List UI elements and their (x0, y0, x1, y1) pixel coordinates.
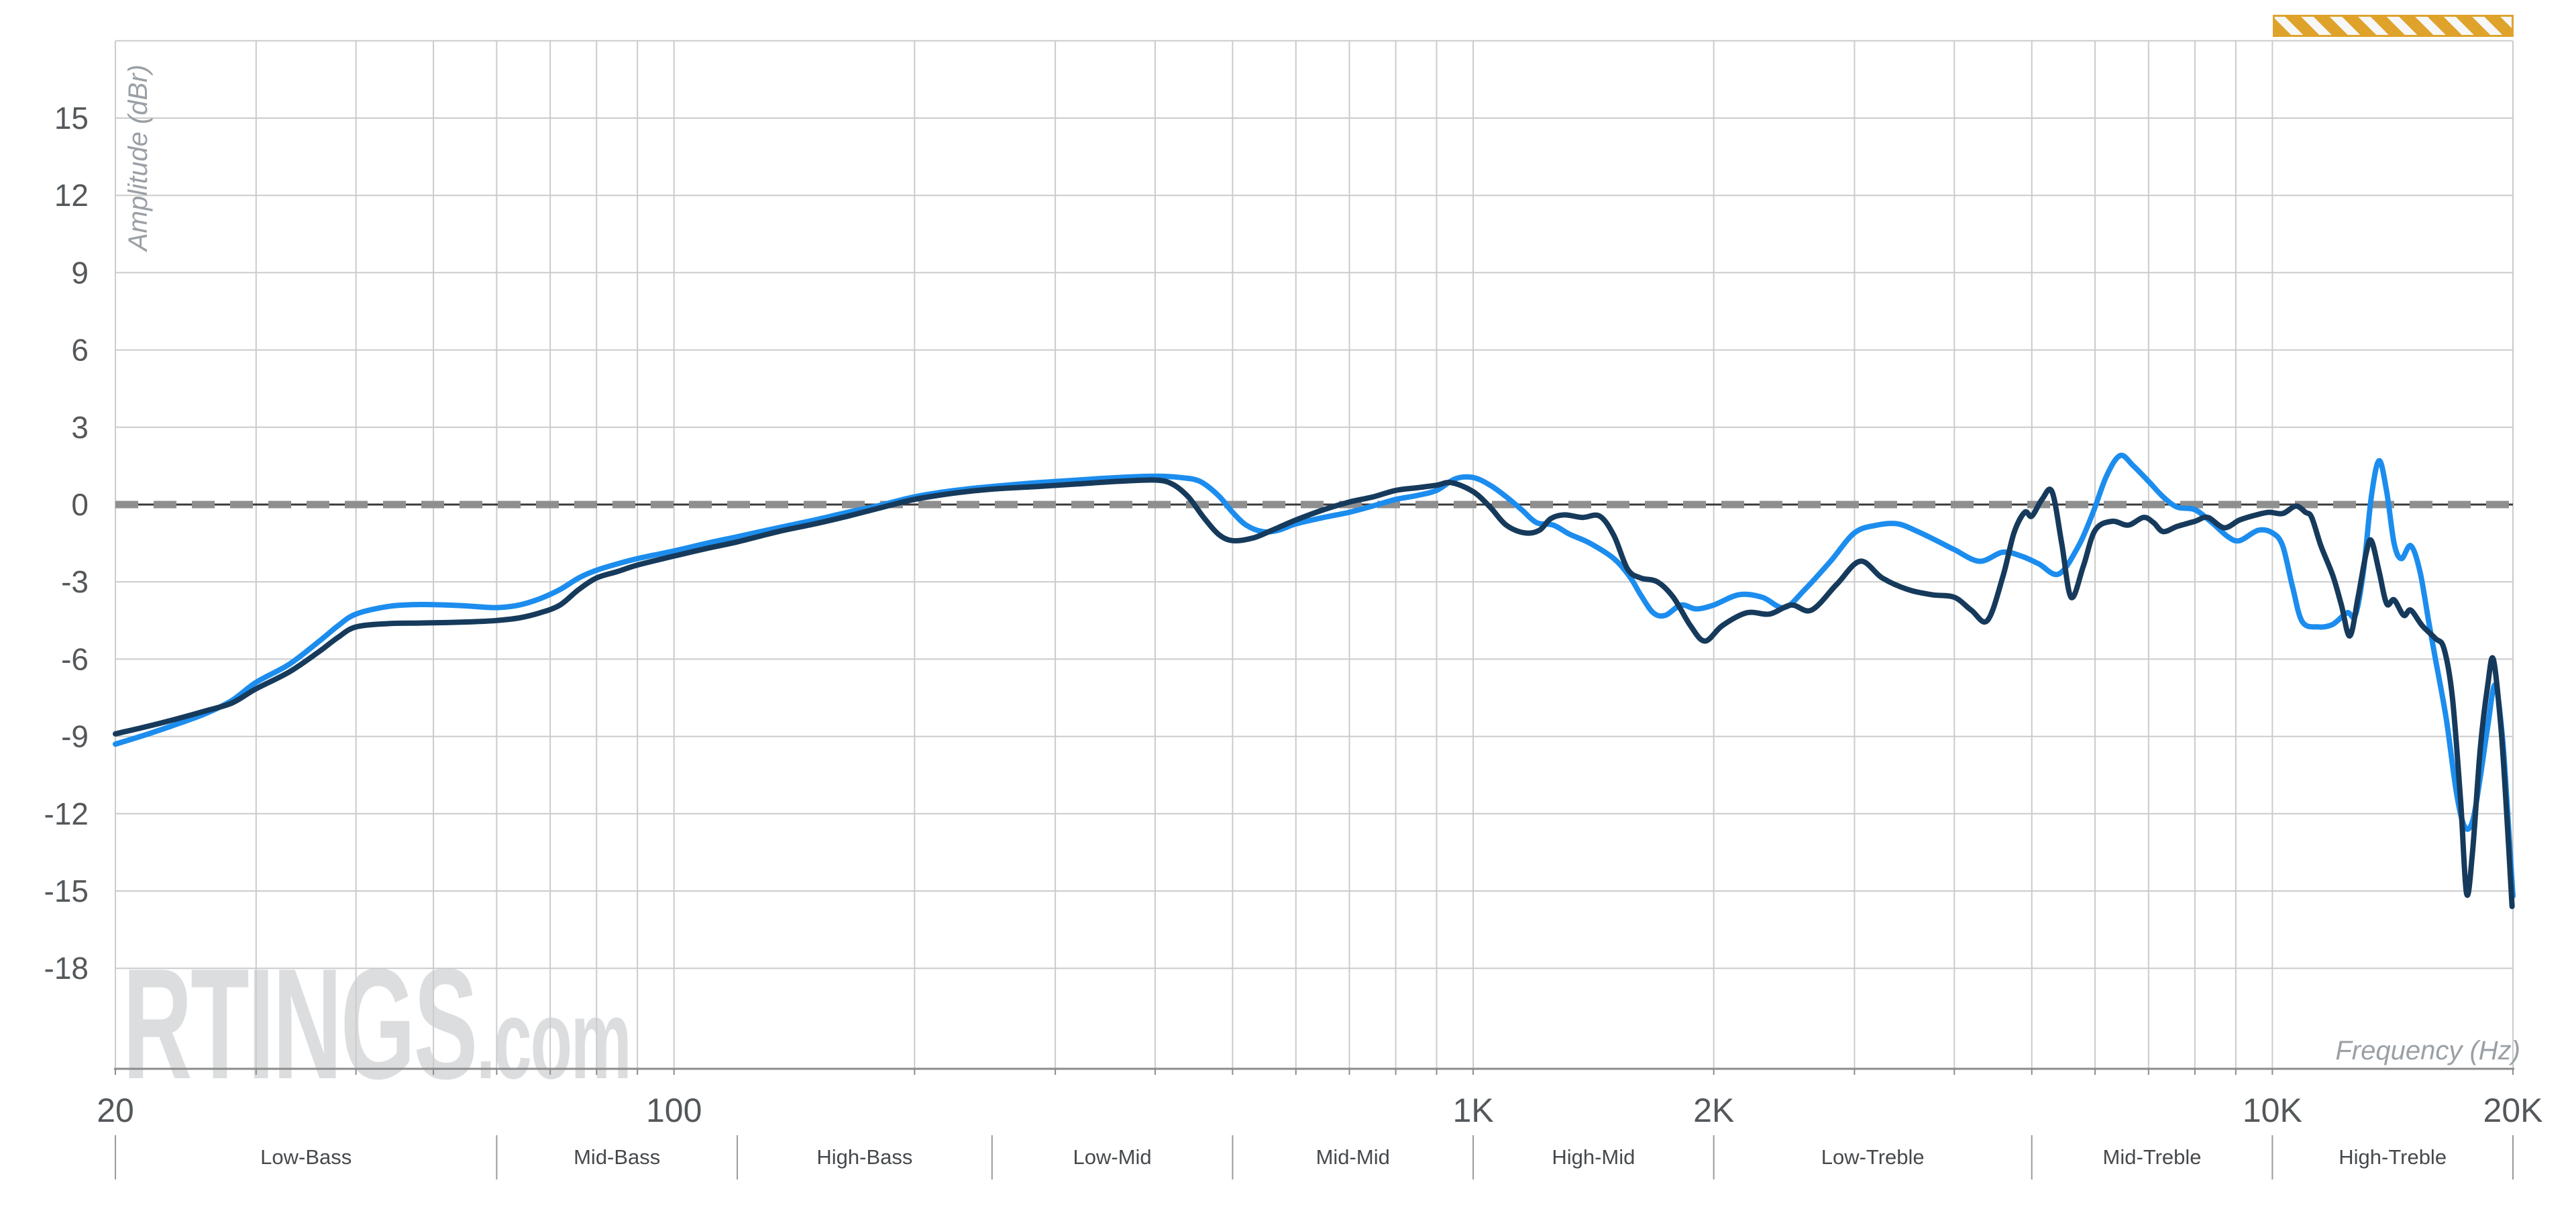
band-label-low-mid: Low-Mid (1073, 1145, 1152, 1169)
y-tick-label-0: 0 (71, 487, 89, 522)
y-tick-label--15: -15 (44, 874, 89, 908)
y-axis-title: Amplitude (dBr) (123, 64, 153, 251)
band-label-low-treble: Low-Treble (1821, 1145, 1925, 1169)
band-label-high-bass: High-Bass (816, 1145, 912, 1169)
x-tick-label-20K: 20K (2483, 1092, 2543, 1129)
rtings-watermark: RTINGS.com (123, 945, 632, 1102)
x-tick-label-20: 20 (97, 1092, 134, 1129)
y-tick-label--9: -9 (61, 719, 89, 754)
y-tick-label-12: 12 (54, 178, 89, 213)
y-tick-label-9: 9 (71, 255, 89, 290)
band-label-mid-mid: Mid-Mid (1316, 1145, 1390, 1169)
x-tick-label-10K: 10K (2243, 1092, 2302, 1129)
watermark-suffix-text: .com (476, 976, 632, 1102)
band-label-high-mid: High-Mid (1552, 1145, 1635, 1169)
band-label-mid-treble: Mid-Treble (2103, 1145, 2202, 1169)
y-tick-label--3: -3 (61, 564, 89, 599)
watermark-main-text: RTINGS (123, 935, 478, 1112)
y-tick-label-6: 6 (71, 333, 89, 368)
y-tick-label--18: -18 (44, 951, 89, 986)
x-tick-label-2K: 2K (1693, 1092, 1734, 1129)
band-label-high-treble: High-Treble (2339, 1145, 2447, 1169)
y-tick-label-3: 3 (71, 410, 89, 445)
y-tick-label--6: -6 (61, 641, 89, 676)
band-label-low-bass: Low-Bass (260, 1145, 352, 1169)
band-label-mid-bass: Mid-Bass (574, 1145, 660, 1169)
y-tick-label--12: -12 (44, 796, 89, 831)
x-tick-label-1K: 1K (1452, 1092, 1493, 1129)
dark-blue-curve[interactable] (113, 477, 2515, 909)
x-axis-title: Frequency (Hz) (2335, 1036, 2520, 1065)
hatched-warning-bar (2273, 15, 2514, 37)
x-tick-label-100: 100 (646, 1092, 702, 1129)
y-tick-label-15: 15 (54, 101, 89, 136)
